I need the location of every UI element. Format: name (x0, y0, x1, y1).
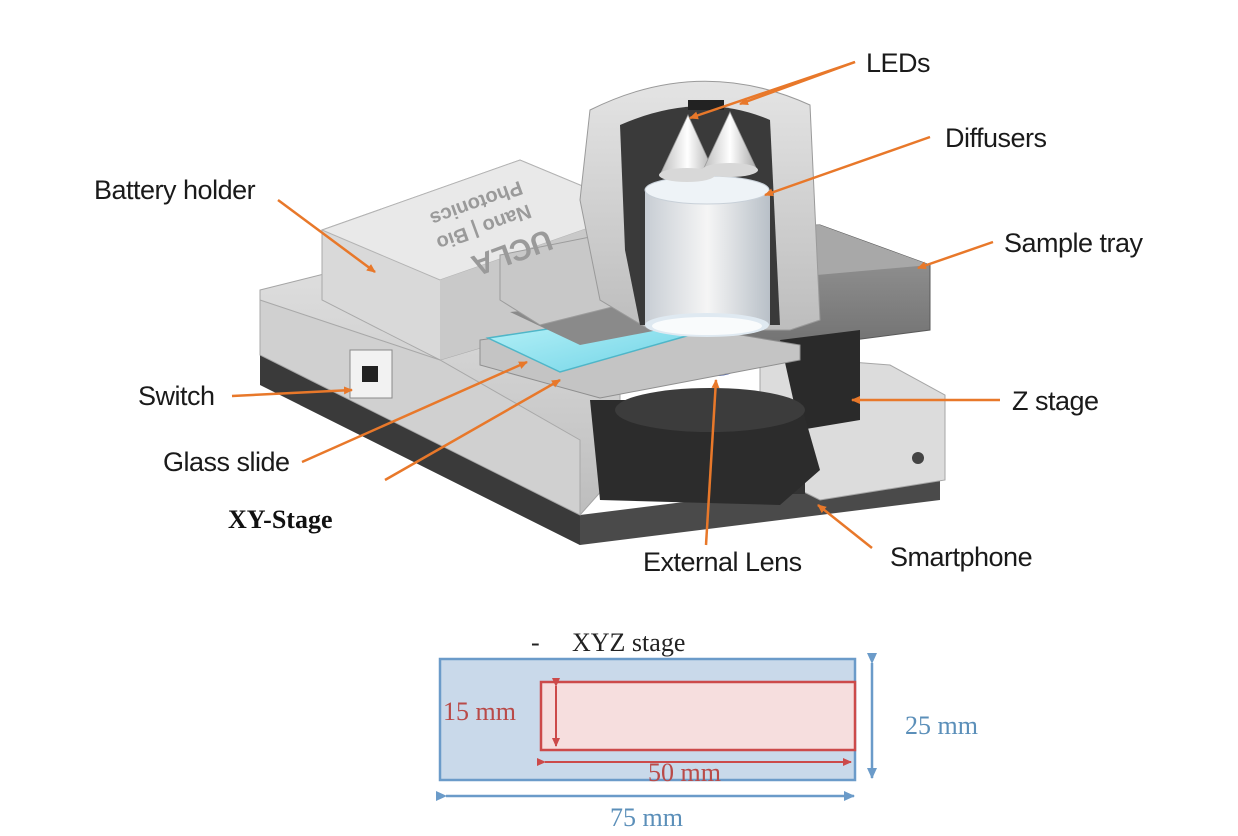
callout-battery-holder (277, 198, 376, 274)
label-xy-stage: XY-Stage (228, 505, 332, 534)
label-external-lens: External Lens (643, 547, 802, 577)
callout-leds-2 (739, 60, 856, 106)
label-smartphone: Smartphone (890, 542, 1032, 572)
outer-height-label: 25 mm (905, 711, 978, 740)
callout-lines (231, 60, 1000, 549)
diffuser-cylinder (645, 190, 770, 325)
device-illustration: UCLA Nano | Bio Photonics (259, 80, 946, 545)
callout-external-lens (704, 379, 720, 546)
callout-sample-tray (917, 240, 994, 270)
dimension-title: XYZ stage (572, 628, 685, 657)
callout-diffusers (764, 135, 931, 197)
callout-xy-stage (384, 378, 561, 482)
inner-width-label: 50 mm (648, 758, 721, 787)
outer-width-label: 75 mm (610, 803, 683, 832)
labels: LEDs Diffusers Battery holder Sample tra… (94, 48, 1144, 577)
callout-smartphone (817, 504, 873, 549)
dimension-diagram: - XYZ stage 15 mm 50 mm 25 mm 75 mm (436, 628, 978, 832)
callout-switch (231, 386, 353, 398)
label-glass-slide: Glass slide (163, 447, 290, 477)
label-sample-tray: Sample tray (1004, 228, 1144, 258)
inner-sample-rect (539, 680, 857, 752)
label-switch: Switch (138, 381, 215, 411)
callout-glass-slide (301, 360, 528, 464)
inner-height-label: 15 mm (443, 697, 516, 726)
label-diffusers: Diffusers (945, 123, 1047, 153)
label-battery-holder: Battery holder (94, 175, 256, 205)
switch-graphic (349, 349, 393, 399)
dimension-bullet: - (531, 628, 540, 657)
label-leds: LEDs (866, 48, 930, 78)
label-z-stage: Z stage (1012, 386, 1099, 416)
